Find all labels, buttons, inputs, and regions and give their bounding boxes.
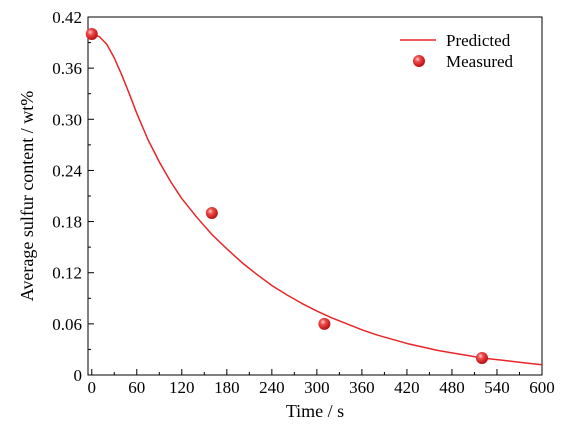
y-tick-label: 0.42 (52, 8, 82, 27)
legend-label-predicted: Predicted (446, 31, 511, 50)
x-tick-label: 540 (484, 378, 510, 397)
y-tick-label: 0 (74, 366, 83, 385)
x-tick-label: 300 (304, 378, 330, 397)
legend-label-measured: Measured (446, 52, 514, 71)
legend-marker-swatch (413, 55, 425, 67)
x-tick-label: 180 (214, 378, 240, 397)
y-tick-label: 0.06 (52, 315, 82, 334)
measured-point (85, 28, 98, 41)
y-tick-label: 0.12 (52, 264, 82, 283)
predicted-line (91, 33, 543, 366)
legend: Predicted Measured (400, 31, 514, 71)
x-tick-label: 480 (439, 378, 465, 397)
x-tick-label: 0 (88, 378, 97, 397)
y-tick-label: 0.30 (52, 110, 82, 129)
x-tick-label: 600 (529, 378, 555, 397)
x-tick-label: 60 (128, 378, 145, 397)
y-axis-label: Average sulfur content / wt% (17, 91, 37, 302)
x-axis: 0 60 120 180 240 300 360 420 480 540 600 (88, 369, 555, 397)
measured-point (475, 351, 488, 364)
y-tick-label: 0.18 (52, 213, 82, 232)
y-axis: 0 0.06 0.12 0.18 0.24 0.30 0.36 0.42 (52, 8, 94, 385)
measured-point (318, 317, 331, 330)
x-tick-label: 420 (394, 378, 420, 397)
x-tick-label: 360 (349, 378, 375, 397)
y-tick-label: 0.24 (52, 161, 82, 180)
x-tick-label: 120 (169, 378, 195, 397)
x-axis-label: Time / s (286, 401, 344, 421)
measured-point (205, 207, 218, 220)
plot-area (87, 16, 543, 376)
series-layer (85, 28, 543, 366)
x-tick-label: 240 (259, 378, 285, 397)
y-tick-label: 0.36 (52, 59, 82, 78)
